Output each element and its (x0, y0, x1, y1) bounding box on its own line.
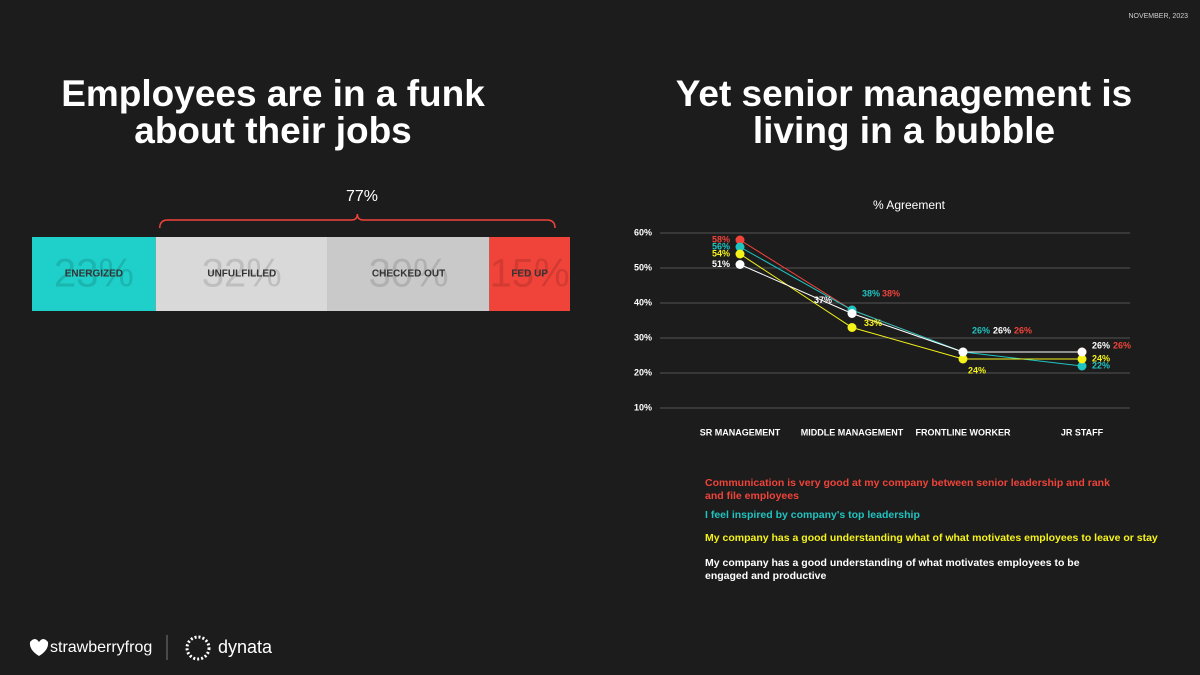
y-tick-label: 10% (634, 402, 652, 412)
series-line (739, 246, 1083, 367)
left-title: Employees are in a funk (61, 73, 485, 114)
left-title: about their jobs (134, 110, 412, 151)
data-label: 22% (1092, 360, 1110, 370)
bracket-label: 77% (346, 188, 378, 205)
data-label: 38% (882, 288, 900, 298)
bar-segment (155, 237, 328, 311)
segment-value: 30% (369, 252, 449, 296)
logo-icon (185, 635, 211, 661)
data-label: 54% (712, 248, 730, 258)
right-title: living in a bubble (753, 110, 1055, 151)
segment-value: 23% (54, 252, 134, 296)
legend-entry: I feel inspired by company's top leaders… (705, 509, 920, 521)
y-tick-label: 20% (634, 367, 652, 377)
data-label: 38% (862, 288, 880, 298)
point (735, 235, 745, 245)
x-tick-label: SR MANAGEMENT (700, 427, 781, 437)
legend-entry: My company has a good understanding of w… (705, 557, 1080, 582)
data-label: 26% (993, 325, 1011, 335)
segment-value: 32% (202, 252, 282, 296)
right-title: Yet senior management is (676, 73, 1133, 114)
chart-title: % Agreement (873, 198, 946, 212)
y-tick-label: 30% (634, 332, 652, 342)
segment-label: UNFULFILLED (207, 269, 276, 280)
bar-segment (327, 237, 490, 311)
data-label: 26% (972, 325, 990, 335)
segment-value: 15% (490, 252, 570, 296)
point (1077, 354, 1087, 364)
date: NOVEMBER, 2023 (1128, 13, 1188, 20)
x-tick-label: JR STAFF (1061, 427, 1104, 437)
point (1077, 361, 1087, 371)
data-label: 26% (1014, 325, 1032, 335)
data-label: 58% (712, 234, 730, 244)
segment-label: CHECKED OUT (372, 269, 445, 280)
segment-label: FED UP (511, 269, 548, 280)
series-line (739, 264, 1082, 353)
point (847, 323, 857, 332)
bar-segment (489, 237, 570, 311)
bracket (158, 213, 556, 229)
y-tick-label: 60% (634, 227, 652, 237)
bar-segment (32, 237, 156, 311)
data-label: 56% (712, 241, 730, 251)
legend-entry: My company has a good understanding what… (705, 532, 1158, 544)
series-line (739, 253, 1082, 360)
legend-entry: Communication is very good at my company… (705, 477, 1110, 502)
data-label: 24% (968, 365, 986, 375)
point (735, 249, 745, 259)
logo: strawberryfrog (50, 639, 152, 656)
x-tick-label: MIDDLE MANAGEMENT (801, 427, 904, 437)
y-tick-label: 50% (634, 262, 652, 272)
point (958, 347, 968, 357)
data-label: 26% (1113, 340, 1131, 350)
y-tick-label: 40% (634, 297, 652, 307)
data-label: 51% (712, 259, 730, 269)
segment-label: ENERGIZED (65, 269, 123, 280)
point (735, 242, 745, 252)
point (958, 354, 968, 364)
footer: strawberryfrog dynata (29, 635, 273, 661)
logo: dynata (218, 637, 273, 657)
data-label: 37% (814, 295, 832, 305)
x-tick-label: FRONTLINE WORKER (916, 427, 1011, 437)
point (847, 309, 857, 318)
logo-icon (29, 639, 49, 656)
point (735, 260, 745, 269)
point (1077, 347, 1087, 357)
data-label: 26% (1092, 340, 1110, 350)
data-label: 33% (864, 318, 882, 328)
data-label: 24% (1092, 353, 1110, 363)
